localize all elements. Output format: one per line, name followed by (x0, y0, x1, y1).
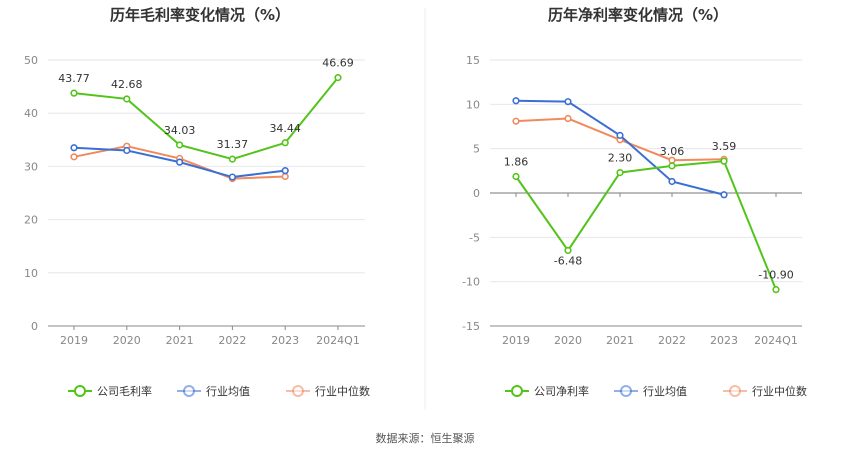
data-label: 34.03 (164, 124, 196, 137)
data-point-company (616, 169, 624, 177)
y-tick-label: 50 (24, 54, 38, 67)
legend-label: 公司净利率 (534, 384, 589, 398)
y-tick-label: 30 (24, 160, 38, 173)
data-label: 3.59 (712, 140, 737, 153)
legend-swatch-marker (74, 385, 86, 397)
legend-label: 行业中位数 (315, 384, 370, 398)
data-point-company (720, 157, 728, 165)
data-point-company (512, 172, 520, 181)
series-line-industry_avg (515, 99, 725, 196)
y-tick-label: 15 (466, 54, 480, 67)
data-point-industry_avg (176, 158, 184, 166)
data-point-industry_avg (564, 98, 572, 106)
data-point-company (668, 162, 676, 170)
data-label: 46.69 (322, 57, 354, 70)
x-tick-label: 2019 (60, 334, 88, 347)
x-tick-label: 2019 (502, 334, 530, 347)
data-label: 34.44 (269, 122, 301, 135)
legend-item-industry_avg: 行业均值 (614, 385, 687, 398)
data-point-industry_avg (70, 144, 78, 152)
legend-swatch-marker (183, 385, 195, 397)
x-tick-label: 2020 (554, 334, 582, 347)
chart-title: 历年净利率变化情况（%） (548, 6, 728, 24)
y-tick-label: 10 (466, 98, 480, 111)
data-label: -10.90 (758, 269, 793, 282)
legend-swatch-marker (729, 385, 741, 397)
data-point-industry_avg (281, 167, 289, 175)
series-line-company (73, 76, 339, 161)
x-tick-label: 2020 (113, 334, 141, 347)
x-tick-label: 2023 (710, 334, 738, 347)
y-tick-label: -15 (462, 320, 480, 333)
data-point-company (70, 89, 78, 97)
data-point-company (334, 74, 342, 82)
data-point-company (281, 139, 289, 147)
legend-item-company: 公司毛利率 (68, 384, 152, 398)
x-tick-label: 2022 (658, 334, 686, 347)
data-point-industry_avg (720, 191, 728, 199)
y-tick-label: 20 (24, 214, 38, 227)
data-label: 2.30 (608, 152, 633, 165)
y-tick-label: 40 (24, 107, 38, 120)
data-point-company (772, 286, 780, 294)
chart-title: 历年毛利率变化情况（%） (110, 6, 290, 24)
data-point-industry_avg (228, 173, 236, 181)
data-label: 3.06 (660, 145, 685, 158)
legend-swatch-marker (511, 385, 523, 397)
x-tick-label: 2023 (271, 334, 299, 347)
y-tick-label: 10 (24, 267, 38, 280)
legend-item-industry_avg: 行业均值 (177, 385, 250, 398)
legend-swatch-marker (292, 385, 304, 397)
data-point-company (176, 141, 184, 149)
x-tick-label: 2021 (166, 334, 194, 347)
series-line-company (515, 160, 777, 291)
legend-label: 行业均值 (643, 385, 687, 398)
data-point-industry_avg (616, 131, 624, 139)
y-tick-label: -10 (462, 276, 480, 289)
data-point-industry_median (564, 114, 572, 123)
data-point-industry_avg (668, 177, 676, 186)
data-label: -6.48 (554, 254, 582, 267)
data-point-company (228, 155, 236, 163)
data-point-industry_avg (123, 146, 131, 155)
data-point-company (123, 95, 131, 103)
data-point-industry_median (281, 172, 289, 181)
net-margin-chart: 历年净利率变化情况（%） -15 -10 -5 0 5 10 15 2019 2020 2021 20… (462, 6, 807, 398)
data-label: 43.77 (58, 72, 90, 85)
x-tick-label: 2022 (218, 334, 246, 347)
y-tick-label: 0 (473, 187, 480, 200)
gross-margin-chart: 历年毛利率变化情况（%） 0 10 20 30 40 50 2019 2020 2021 2022 2… (24, 6, 370, 398)
legend-label: 行业中位数 (752, 384, 807, 398)
data-point-company (564, 246, 572, 255)
legend-swatch-marker (620, 385, 632, 397)
data-label: 1.86 (504, 156, 529, 169)
data-point-industry_median (70, 153, 78, 161)
x-tick-label: 2024Q1 (316, 334, 360, 347)
x-tick-label: 2024Q1 (754, 334, 798, 347)
y-tick-label: 0 (31, 320, 38, 333)
y-tick-label: -5 (469, 231, 480, 244)
legend-label: 行业均值 (206, 385, 250, 398)
data-point-industry_avg (512, 97, 520, 105)
legend-item-industry_median: 行业中位数 (723, 384, 807, 398)
legend-item-industry_median: 行业中位数 (286, 384, 370, 398)
data-point-industry_median (512, 117, 520, 125)
data-label: 42.68 (111, 78, 143, 91)
data-point-industry_median (668, 156, 676, 164)
data-label: 31.37 (217, 138, 249, 151)
x-tick-label: 2021 (606, 334, 634, 347)
y-tick-label: 5 (473, 143, 480, 156)
legend-item-company: 公司净利率 (505, 384, 589, 398)
legend-label: 公司毛利率 (97, 384, 152, 398)
data-source: 数据来源：恒生聚源 (376, 431, 475, 445)
